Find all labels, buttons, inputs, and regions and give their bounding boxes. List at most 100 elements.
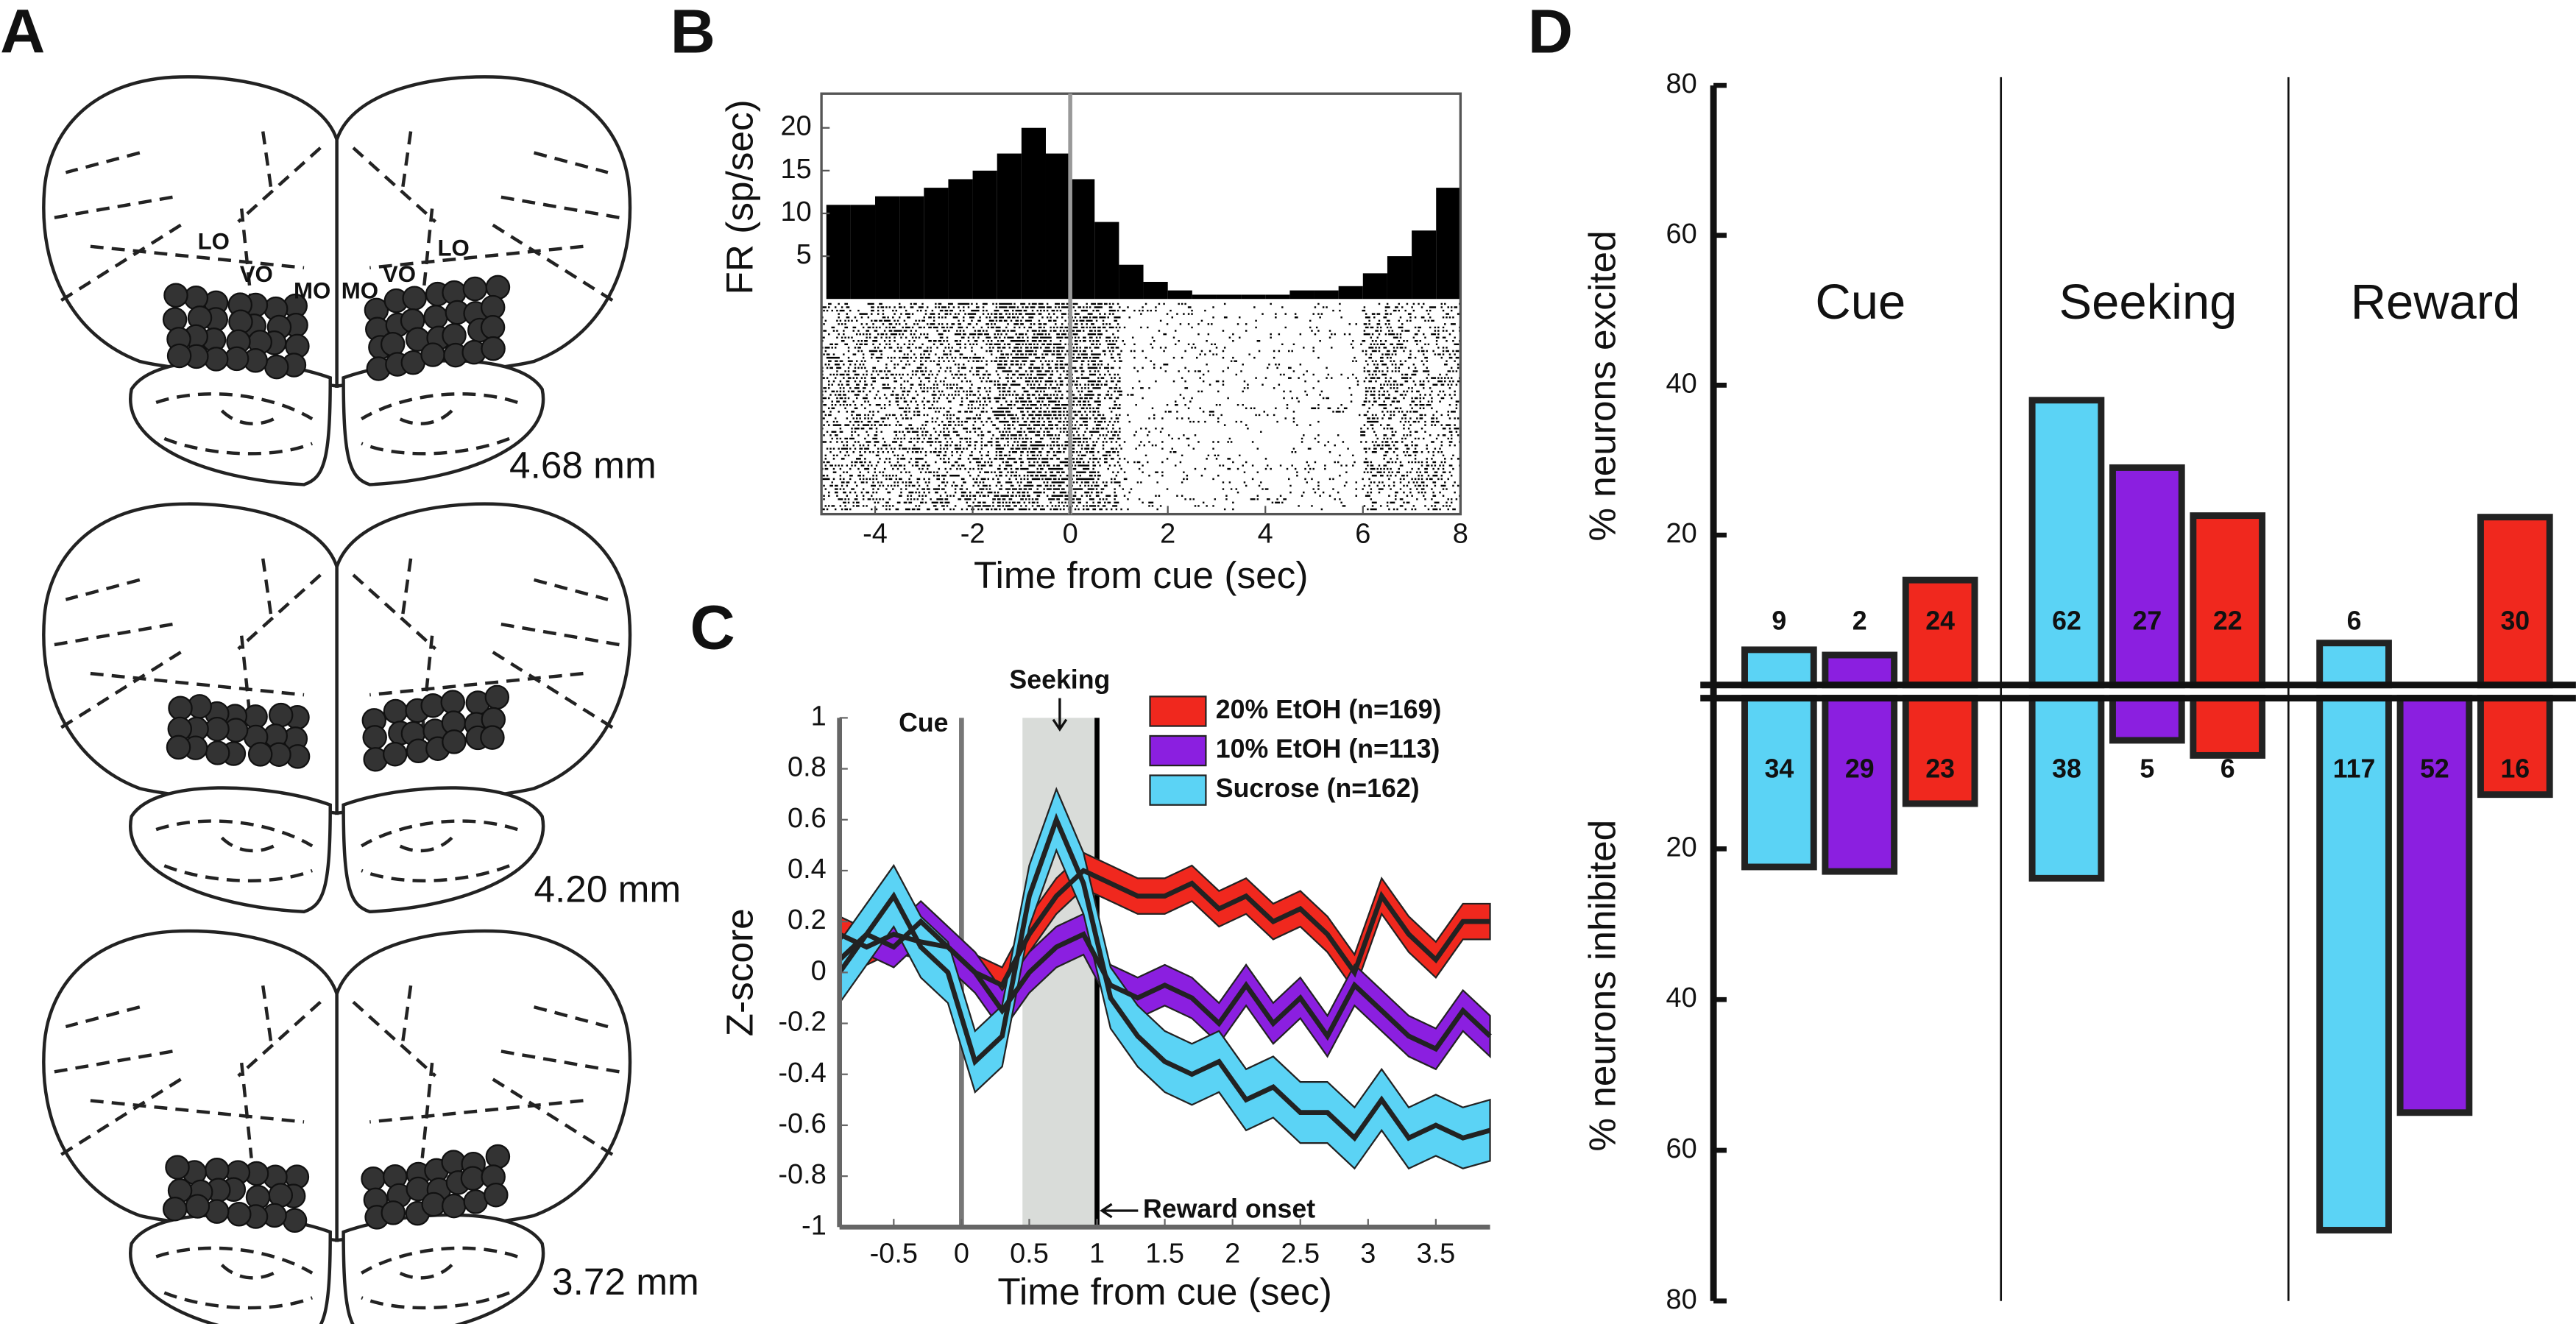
recording-site — [362, 725, 387, 750]
y-tick-label: 10 — [781, 197, 812, 227]
bar — [1338, 286, 1363, 300]
brain-section — [43, 504, 630, 912]
y-tick-label: 20 — [1666, 518, 1697, 549]
legend-label: 10% EtOH (n=113) — [1216, 734, 1440, 763]
recording-site — [485, 275, 511, 300]
bar — [997, 153, 1022, 300]
arrow — [1052, 698, 1068, 732]
recording-site — [441, 1193, 467, 1219]
y-tick-label: -0.4 — [778, 1058, 826, 1088]
x-tick-label: 8 — [1453, 519, 1468, 550]
depth-label: 4.20 mm — [534, 868, 682, 910]
recording-site — [484, 1182, 509, 1208]
recording-site — [205, 716, 230, 742]
recording-site — [183, 286, 209, 311]
y-tick-label: 0.6 — [788, 803, 827, 834]
bar — [2316, 640, 2392, 689]
recording-site — [162, 1196, 188, 1222]
recording-site — [381, 1200, 406, 1225]
recording-site — [166, 343, 192, 369]
bar — [1822, 695, 1898, 875]
y-axis-label: Z-score — [719, 908, 761, 1036]
recording-site — [205, 740, 230, 765]
y-tick-label: -0.6 — [778, 1108, 826, 1139]
y-tick-label: -0.2 — [778, 1007, 826, 1038]
bar — [1045, 153, 1071, 300]
bar — [1070, 179, 1095, 300]
data-label: 27 — [2132, 606, 2162, 635]
data-label: 24 — [1925, 606, 1955, 635]
recording-site — [380, 331, 406, 357]
x-tick-label: 2 — [1225, 1238, 1240, 1269]
x-tick-label: 0 — [954, 1238, 969, 1269]
data-label: 38 — [2052, 754, 2081, 783]
recording-site — [402, 286, 427, 311]
recording-site — [462, 276, 488, 302]
plot-frame — [820, 92, 1462, 516]
legend-swatch — [1149, 695, 1207, 727]
recording-site — [168, 695, 193, 721]
bar — [1436, 188, 1461, 300]
x-axis-label: Time from cue (sec) — [974, 554, 1308, 596]
x-axis-label: Time from cue (sec) — [997, 1270, 1331, 1312]
recording-site — [227, 1202, 252, 1227]
data-label: 29 — [1845, 754, 1875, 783]
y-tick-label: 40 — [1666, 368, 1697, 399]
data-label: 16 — [2500, 754, 2530, 783]
y-tick-label: 0 — [811, 955, 827, 986]
recording-site — [185, 1194, 210, 1219]
recording-site — [224, 346, 250, 372]
bar — [1387, 256, 1412, 300]
bar — [826, 205, 851, 300]
bar — [1741, 695, 1817, 871]
legend-label: 20% EtOH (n=169) — [1216, 695, 1442, 724]
legend-swatch — [1149, 734, 1207, 767]
recording-site — [420, 342, 445, 367]
annotation: Cue — [899, 708, 948, 737]
data-label: 117 — [2333, 754, 2376, 783]
region-label: VO — [240, 261, 273, 287]
bar — [1143, 281, 1168, 300]
bar — [2477, 514, 2553, 689]
x-tick-label: 2 — [1160, 519, 1175, 550]
x-tick-label: -4 — [863, 519, 888, 550]
panel-label: C — [690, 592, 735, 662]
y2-tick-label: 20 — [1666, 832, 1697, 863]
recording-site — [481, 336, 506, 361]
data-label: 6 — [2347, 606, 2362, 635]
recording-site — [163, 283, 188, 308]
group-label: Seeking — [2059, 275, 2237, 330]
bar — [850, 205, 876, 300]
bar — [2109, 464, 2185, 689]
y-axis-label: % neurons excited — [1581, 230, 1623, 541]
y-tick-label: 0.4 — [788, 854, 827, 885]
data-label: 52 — [2420, 754, 2449, 783]
recording-site — [480, 725, 505, 750]
y-tick-label: 60 — [1666, 219, 1697, 249]
mean-line — [838, 918, 1492, 1052]
recording-site — [463, 1189, 488, 1214]
recording-site — [247, 742, 273, 767]
x-tick-label: 3 — [1360, 1238, 1376, 1269]
bar — [1094, 222, 1119, 300]
brain-section — [43, 931, 630, 1324]
recording-site — [420, 693, 445, 718]
recording-site — [383, 698, 408, 724]
bar — [2028, 397, 2105, 689]
recording-site — [166, 734, 191, 760]
recording-site — [268, 702, 294, 728]
y-tick-label: 5 — [796, 239, 812, 270]
bar — [1741, 646, 1817, 689]
data-label: 23 — [1925, 754, 1955, 783]
bar — [1119, 264, 1144, 300]
recording-site — [485, 1144, 511, 1169]
bar — [1167, 290, 1192, 300]
bar — [1021, 127, 1046, 300]
y-tick-label: 20 — [781, 111, 812, 142]
bar — [1362, 273, 1387, 300]
region-label: MO — [294, 278, 330, 304]
bar — [1265, 294, 1290, 300]
y2-tick-label: 60 — [1666, 1133, 1697, 1164]
data-label: 2 — [1853, 606, 1867, 635]
